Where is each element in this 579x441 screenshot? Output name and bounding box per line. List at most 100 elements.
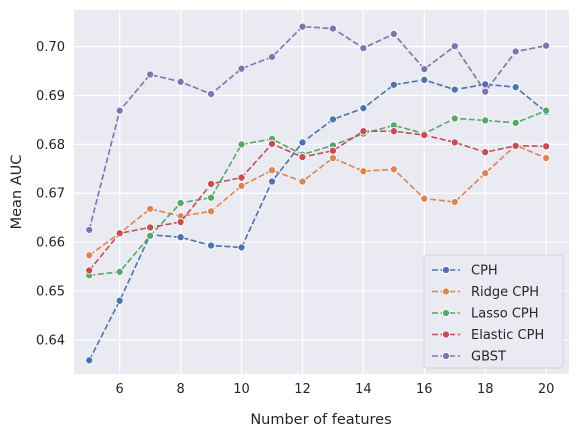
data-point-ridge-cph <box>542 153 551 163</box>
data-point-elastic-cph <box>115 229 124 238</box>
series-line-ridge-cph <box>88 144 547 256</box>
data-point-cph <box>298 138 307 147</box>
y-tick-label: 0.64 <box>36 333 65 348</box>
data-point-lasso-cph <box>511 118 520 127</box>
data-point-cph <box>511 83 520 92</box>
data-point-cph <box>207 241 216 250</box>
data-point-cph <box>389 80 398 89</box>
y-tick-label: 0.70 <box>36 40 65 55</box>
x-tick-label: 18 <box>477 382 494 397</box>
data-point-elastic-cph <box>389 127 398 136</box>
data-point-elastic-cph <box>511 141 520 150</box>
legend-label: Elastic CPH <box>471 328 544 343</box>
data-point-ridge-cph <box>328 153 337 163</box>
data-point-elastic-cph <box>146 223 155 232</box>
legend-marker <box>441 308 451 318</box>
data-point-elastic-cph <box>420 131 429 140</box>
series-line-lasso-cph <box>89 109 547 277</box>
data-point-gbst <box>85 225 94 234</box>
series-elastic-cph <box>85 127 551 275</box>
x-tick-label: 6 <box>116 382 124 397</box>
data-point-gbst <box>176 77 185 86</box>
data-point-gbst <box>389 29 398 38</box>
data-point-gbst <box>450 42 459 51</box>
legend: CPH Ridge CPH Lasso CPH Elastic CPH GBST <box>423 254 564 369</box>
data-point-lasso-cph <box>481 116 490 125</box>
x-tick-label: 20 <box>538 382 555 397</box>
legend-marker <box>441 265 451 275</box>
data-point-ridge-cph <box>298 177 307 186</box>
data-point-ridge-cph <box>450 197 459 207</box>
x-tick-label: 8 <box>176 382 184 397</box>
data-point-ridge-cph <box>420 194 429 203</box>
data-point-ridge-cph <box>359 167 368 176</box>
data-point-ridge-cph <box>237 181 246 190</box>
legend-marker <box>441 287 451 296</box>
y-tick-labels: 0.64 0.65 0.66 0.67 0.68 0.69 0.70 <box>36 40 65 348</box>
legend-box <box>423 254 564 369</box>
data-point-cph <box>450 85 459 94</box>
data-point-gbst <box>115 106 124 115</box>
data-point-gbst <box>420 65 429 74</box>
data-point-gbst <box>481 87 490 96</box>
legend-entry: CPH <box>432 264 498 279</box>
series-gbst <box>85 22 551 234</box>
legend-entry: GBST <box>432 350 506 365</box>
data-point-cph <box>481 80 490 89</box>
data-point-gbst <box>542 41 551 50</box>
x-tick-labels: 6 8 10 12 14 16 18 20 <box>116 382 555 397</box>
data-point-ridge-cph <box>85 251 94 260</box>
data-point-elastic-cph <box>450 138 459 147</box>
data-point-elastic-cph <box>176 217 185 227</box>
series-cph <box>85 75 551 365</box>
data-point-lasso-cph <box>542 106 551 115</box>
data-point-elastic-cph <box>207 179 216 188</box>
x-tick-label: 16 <box>416 382 433 397</box>
data-point-cph <box>328 115 337 124</box>
legend-marker <box>441 330 451 339</box>
data-point-ridge-cph <box>389 165 398 174</box>
y-axis-label: Mean AUC <box>9 155 25 230</box>
data-point-gbst <box>146 70 155 79</box>
legend-label: Ridge CPH <box>471 285 539 300</box>
data-point-lasso-cph <box>115 267 124 276</box>
y-tick-label: 0.68 <box>36 138 65 153</box>
legend-label: CPH <box>471 264 498 279</box>
data-point-lasso-cph <box>207 193 216 202</box>
data-point-gbst <box>237 64 246 73</box>
data-point-gbst <box>267 52 277 61</box>
x-tick-label: 12 <box>294 382 311 397</box>
data-point-elastic-cph <box>328 146 337 155</box>
data-point-gbst <box>511 47 520 56</box>
data-point-cph <box>267 177 277 186</box>
legend-entry: Lasso CPH <box>432 307 539 322</box>
series-line-gbst <box>88 25 547 231</box>
data-point-gbst <box>328 24 337 33</box>
series-layer <box>85 22 551 365</box>
data-point-elastic-cph <box>298 153 307 162</box>
data-point-cph <box>85 356 94 365</box>
data-point-cph <box>115 296 124 305</box>
y-tick-label: 0.69 <box>36 89 65 104</box>
data-point-elastic-cph <box>237 173 246 182</box>
data-point-ridge-cph <box>481 169 490 178</box>
data-point-lasso-cph <box>146 231 155 240</box>
legend-label: GBST <box>471 350 506 365</box>
data-point-lasso-cph <box>176 198 185 208</box>
x-tick-label: 14 <box>355 382 372 397</box>
x-tick-label: 10 <box>233 382 250 397</box>
data-point-cph <box>359 104 368 113</box>
x-axis-label: Number of features <box>250 412 391 428</box>
data-point-gbst <box>359 44 368 53</box>
data-point-elastic-cph <box>267 139 277 148</box>
data-point-lasso-cph <box>237 140 246 149</box>
legend-entry: Ridge CPH <box>432 285 539 300</box>
data-point-elastic-cph <box>85 266 94 275</box>
legend-marker <box>441 351 451 361</box>
data-point-lasso-cph <box>450 114 459 123</box>
data-point-elastic-cph <box>359 127 368 136</box>
series-line-elastic-cph <box>88 130 547 271</box>
data-point-elastic-cph <box>542 142 551 151</box>
data-point-cph <box>237 243 246 252</box>
